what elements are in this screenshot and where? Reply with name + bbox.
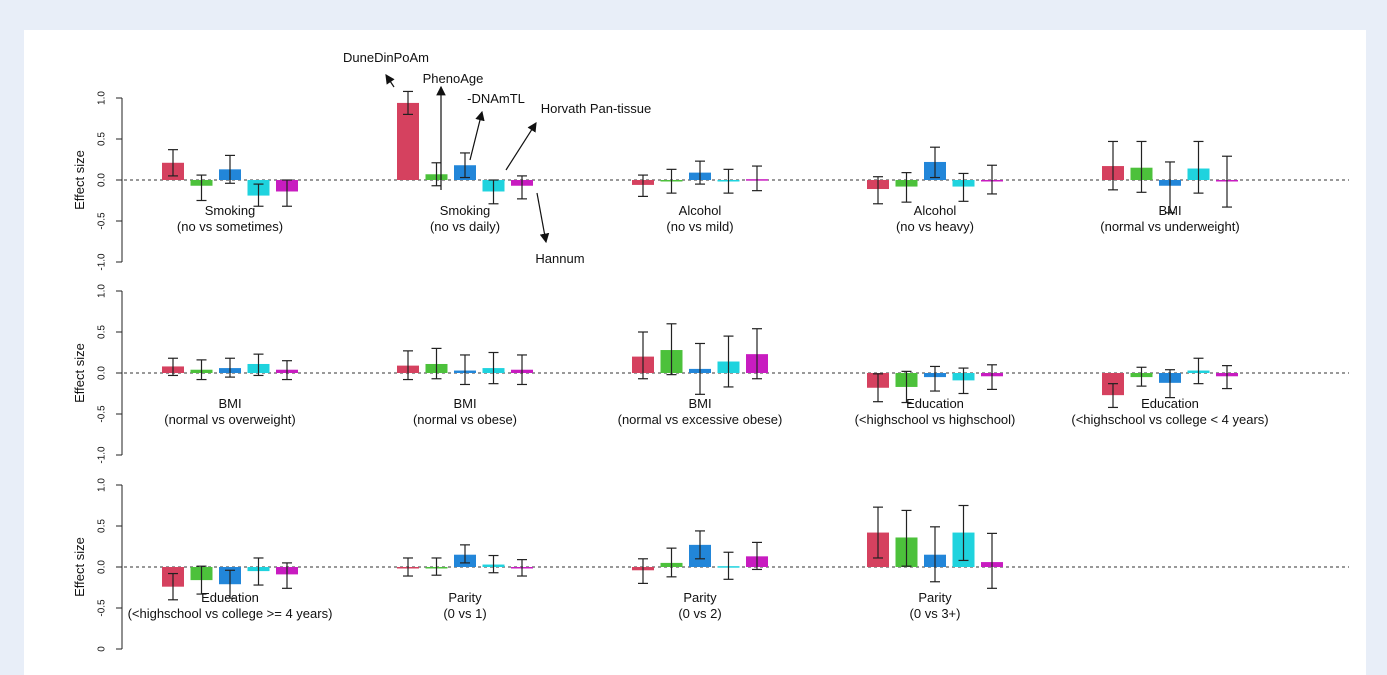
panel-sublabel: (0 vs 2) — [678, 606, 721, 621]
annotation-horvath: Horvath Pan-tissue — [541, 101, 652, 116]
y-tick-label: 1.0 — [97, 478, 108, 492]
y-tick-label: -0.5 — [97, 599, 108, 617]
panel-label: BMI — [1158, 203, 1181, 218]
panel-label: Education — [201, 590, 259, 605]
y-tick-label: -0.5 — [97, 212, 108, 230]
panel-label: Smoking — [205, 203, 256, 218]
panel-sublabel: (no vs heavy) — [896, 219, 974, 234]
panel-label: BMI — [453, 396, 476, 411]
panel-sublabel: (no vs sometimes) — [177, 219, 283, 234]
panel-sublabel: (normal vs obese) — [413, 412, 517, 427]
panel-label: BMI — [688, 396, 711, 411]
annotation-hannum: Hannum — [535, 251, 584, 266]
y-tick-label: 0.0 — [97, 560, 108, 574]
panel-label: Alcohol — [914, 203, 957, 218]
annotation-phenoage: PhenoAge — [423, 71, 484, 86]
panel-sublabel: (normal vs underweight) — [1100, 219, 1239, 234]
annotation-dunedinpoam: DuneDinPoAm — [343, 50, 429, 65]
figure-card: 1.0 0.5 0.0 -0.5 -1.0 Effect size 1.0 0.5 0.0 -0.… — [24, 30, 1366, 675]
annotation-dnamtl: -DNAmTL — [467, 91, 525, 106]
bar-dunedinpoam — [397, 102, 419, 180]
annotation-arrow — [536, 192, 550, 244]
y-axis-label: Effect size — [72, 343, 87, 403]
panel-sublabel: (0 vs 1) — [443, 606, 486, 621]
y-tick-label: -1.0 — [97, 253, 108, 271]
y-axis-label: Effect size — [72, 537, 87, 597]
effect-size-bar-chart: 1.0 0.5 0.0 -0.5 -1.0 Effect size 1.0 0.5 0.0 -0.… — [72, 50, 1349, 652]
y-tick-label: 0.0 — [97, 173, 108, 187]
panel-sublabel: (0 vs 3+) — [910, 606, 961, 621]
y-tick-label: 0.5 — [97, 132, 108, 146]
y-tick-label: 1.0 — [97, 91, 108, 105]
y-tick-label: 1.0 — [97, 284, 108, 298]
panel-label: Parity — [448, 590, 482, 605]
panel-label: Education — [906, 396, 964, 411]
panel-label: Parity — [683, 590, 717, 605]
panel-sublabel: (normal vs overweight) — [164, 412, 296, 427]
panel-sublabel: (<highschool vs highschool) — [855, 412, 1016, 427]
y-axis-label: Effect size — [72, 150, 87, 210]
panel-sublabel: (no vs mild) — [666, 219, 733, 234]
panel-sublabel: (no vs daily) — [430, 219, 500, 234]
annotation-arrow — [385, 74, 395, 88]
y-tick-label: -0.5 — [97, 405, 108, 423]
annotation-arrow — [469, 110, 485, 161]
panel-label: Education — [1141, 396, 1199, 411]
y-tick-label: 0.5 — [97, 325, 108, 339]
panel-sublabel: (<highschool vs college >= 4 years) — [128, 606, 333, 621]
annotation-arrow — [505, 121, 537, 171]
y-tick-label: -1.0 — [97, 446, 108, 464]
panel-label: Smoking — [440, 203, 491, 218]
y-tick-label: 0 — [97, 646, 108, 652]
panel-sublabel: (<highschool vs college < 4 years) — [1071, 412, 1268, 427]
panel-sublabel: (normal vs excessive obese) — [618, 412, 783, 427]
y-tick-label: 0.0 — [97, 366, 108, 380]
panel-label: BMI — [218, 396, 241, 411]
y-tick-label: 0.5 — [97, 519, 108, 533]
panel-label: Alcohol — [679, 203, 722, 218]
panel-label: Parity — [918, 590, 952, 605]
